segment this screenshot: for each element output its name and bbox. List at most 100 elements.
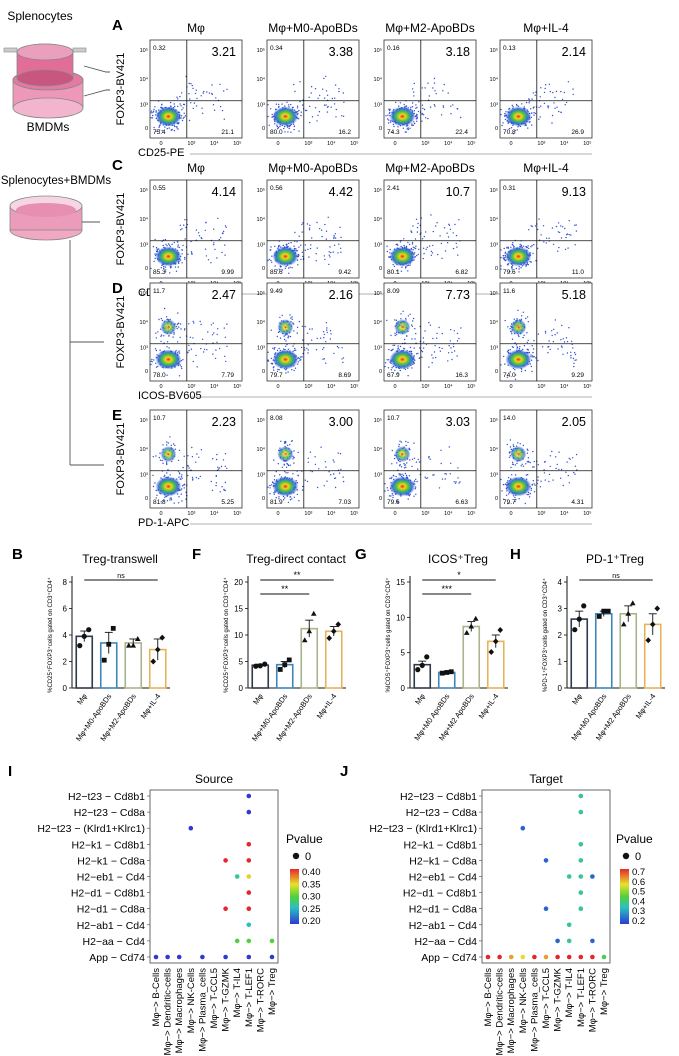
event-dot (438, 487, 441, 489)
event-dot (415, 107, 417, 110)
event-dot (563, 91, 566, 94)
event-dot (270, 246, 272, 248)
panel-letter-G: G (355, 546, 367, 563)
event-dot (293, 128, 295, 131)
event-dot (273, 479, 276, 481)
event-dot (180, 476, 182, 478)
event-dot (216, 453, 218, 456)
event-dot (438, 346, 441, 349)
event-dot (502, 483, 505, 486)
flow-row-C: CFOXP3-BV421CD25-PEMφ4.140.5585.39.99010… (112, 157, 593, 299)
event-dot (557, 222, 560, 224)
event-dot (324, 258, 326, 261)
panel-letter-I: I (8, 763, 12, 780)
event-dot (166, 444, 168, 446)
event-dot (394, 319, 396, 321)
event-dot (533, 243, 535, 246)
event-dot (310, 244, 312, 246)
event-dot (269, 484, 271, 487)
event-dot (540, 234, 542, 236)
event-dot (295, 248, 297, 250)
event-dot (396, 243, 398, 245)
event-dot (531, 345, 533, 347)
x-tick-label: 10³ (304, 141, 312, 147)
event-dot (290, 131, 292, 133)
y-tick-label: 10³ (257, 243, 265, 249)
event-dot (187, 474, 189, 477)
density-core (510, 446, 527, 463)
event-dot (503, 258, 505, 261)
event-dot (530, 108, 532, 110)
legend-point-label: 0 (305, 851, 311, 863)
event-dot (500, 268, 502, 270)
event-dot (164, 126, 166, 128)
quadrant-ul: 0.56 (270, 185, 283, 192)
event-dot (530, 365, 532, 368)
event-dot (562, 338, 564, 340)
event-dot (285, 466, 288, 468)
event-dot (173, 333, 175, 335)
event-dot (204, 229, 206, 232)
event-dot (183, 455, 185, 457)
data-point (576, 616, 582, 622)
interaction-dot (165, 954, 170, 960)
event-dot (421, 238, 424, 240)
event-dot (565, 337, 568, 339)
data-point (415, 667, 421, 673)
event-dot (391, 367, 393, 369)
event-dot (268, 258, 270, 261)
event-dot (517, 309, 519, 312)
event-dot (419, 347, 421, 349)
chart-title: Treg-transwell (82, 552, 158, 566)
bar (594, 612, 613, 689)
event-dot (286, 343, 288, 346)
x-tick-label: 10⁵ (350, 510, 358, 517)
x-tick-label: 10⁴ (327, 383, 336, 390)
interaction-dot (153, 954, 159, 960)
event-dot (333, 244, 336, 246)
quadrant-ur: 4.14 (212, 185, 236, 199)
event-dot (183, 484, 185, 486)
event-dot (447, 236, 450, 238)
event-dot (574, 359, 576, 361)
event-dot (517, 442, 519, 444)
event-dot (401, 266, 403, 268)
event-dot (324, 461, 326, 463)
event-dot (500, 478, 502, 481)
event-dot (289, 314, 291, 316)
event-dot (399, 345, 402, 348)
event-dot (386, 359, 388, 361)
event-dot (300, 356, 302, 358)
event-dot (403, 467, 406, 469)
event-dot (511, 268, 513, 270)
event-dot (286, 462, 288, 465)
x-tick-label: 10³ (537, 384, 545, 390)
condition-title: Mφ+IL-4 (523, 161, 569, 175)
event-dot (166, 245, 168, 247)
event-dot (325, 90, 328, 92)
event-dot (388, 122, 390, 124)
event-dot (334, 84, 337, 86)
event-dot (205, 221, 207, 223)
interaction-dot (188, 825, 194, 831)
event-dot (565, 101, 568, 104)
event-dot (178, 502, 180, 504)
event-dot (158, 125, 161, 127)
event-dot (413, 82, 415, 85)
event-dot (320, 229, 323, 231)
event-dot (322, 348, 324, 350)
x-tick-label: 0 (394, 511, 397, 517)
event-dot (444, 478, 446, 480)
event-dot (325, 238, 328, 240)
event-dot (502, 122, 504, 124)
event-dot (271, 255, 273, 257)
event-dot (297, 363, 299, 365)
event-dot (160, 267, 162, 269)
event-dot (514, 378, 517, 380)
event-dot (212, 458, 214, 460)
x-tick-label: 10⁴ (560, 383, 569, 390)
event-dot (193, 322, 195, 324)
event-dot (323, 358, 325, 360)
y-tick-label: 0 (495, 266, 498, 272)
event-dot (534, 112, 537, 115)
